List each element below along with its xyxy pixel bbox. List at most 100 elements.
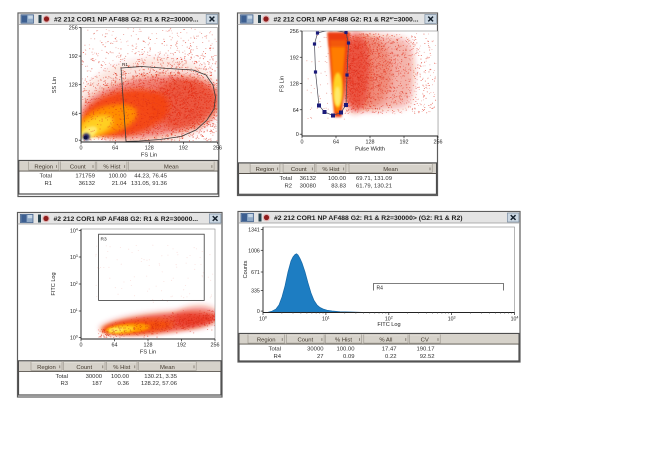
svg-text:671: 671 bbox=[251, 270, 260, 276]
svg-text:Count: Count bbox=[297, 338, 313, 344]
svg-text:128: 128 bbox=[144, 343, 153, 349]
svg-text:Count: Count bbox=[76, 365, 92, 371]
svg-text:187: 187 bbox=[92, 381, 102, 387]
svg-text:R4: R4 bbox=[273, 354, 281, 360]
svg-text:Total: Total bbox=[269, 347, 281, 353]
svg-text:% Hist: % Hist bbox=[113, 365, 130, 371]
svg-text:128: 128 bbox=[366, 140, 375, 146]
svg-text:0.09: 0.09 bbox=[343, 354, 354, 360]
svg-text:0: 0 bbox=[75, 138, 78, 144]
svg-text:Count: Count bbox=[291, 167, 307, 173]
svg-text:128: 128 bbox=[145, 146, 154, 152]
svg-text:FITC Log: FITC Log bbox=[377, 322, 400, 328]
svg-text:102: 102 bbox=[70, 281, 78, 288]
svg-text:% Hist: % Hist bbox=[322, 167, 339, 173]
svg-text:30000: 30000 bbox=[86, 374, 103, 380]
svg-text:% All: % All bbox=[379, 338, 392, 344]
svg-text:R1: R1 bbox=[122, 62, 128, 67]
svg-text:21.04: 21.04 bbox=[112, 181, 127, 187]
svg-text:256: 256 bbox=[434, 140, 443, 146]
svg-text:R3: R3 bbox=[60, 381, 68, 387]
svg-text:104: 104 bbox=[70, 228, 78, 235]
svg-text:83.83: 83.83 bbox=[331, 183, 346, 189]
svg-text:Total: Total bbox=[40, 174, 52, 180]
svg-text:64: 64 bbox=[72, 111, 78, 117]
svg-text:27: 27 bbox=[317, 354, 324, 360]
svg-text:104: 104 bbox=[511, 316, 519, 323]
svg-text:% Hist: % Hist bbox=[103, 165, 120, 171]
svg-text:Total: Total bbox=[56, 374, 68, 380]
svg-text:256: 256 bbox=[290, 29, 299, 35]
svg-text:Total: Total bbox=[280, 176, 292, 182]
svg-text:192: 192 bbox=[69, 54, 78, 60]
svg-text:102: 102 bbox=[385, 316, 393, 323]
svg-text:100: 100 bbox=[70, 335, 78, 342]
svg-text:0: 0 bbox=[80, 146, 83, 152]
svg-text:69.71, 131.09: 69.71, 131.09 bbox=[356, 176, 392, 182]
svg-text:0.36: 0.36 bbox=[118, 381, 130, 387]
svg-text:100.00: 100.00 bbox=[111, 374, 130, 380]
svg-text:SS Lin: SS Lin bbox=[52, 77, 58, 93]
svg-text:100.00: 100.00 bbox=[108, 174, 127, 180]
svg-text:FS Lin: FS Lin bbox=[140, 350, 156, 356]
svg-text:101: 101 bbox=[322, 316, 330, 323]
svg-text:36132: 36132 bbox=[79, 181, 95, 187]
svg-text:30000: 30000 bbox=[307, 347, 324, 353]
svg-text:R4: R4 bbox=[377, 286, 384, 292]
svg-text:128.22, 57.06: 128.22, 57.06 bbox=[141, 381, 178, 387]
svg-text:0: 0 bbox=[296, 132, 299, 138]
svg-text:FS Lin: FS Lin bbox=[280, 76, 286, 92]
svg-text:Region: Region bbox=[34, 165, 53, 171]
svg-text:100.00: 100.00 bbox=[328, 176, 347, 182]
svg-text:64: 64 bbox=[333, 140, 339, 146]
svg-text:100.00: 100.00 bbox=[336, 347, 355, 353]
svg-text:192: 192 bbox=[177, 343, 186, 349]
svg-text:0.22: 0.22 bbox=[385, 354, 396, 360]
svg-text:% Hist: % Hist bbox=[335, 338, 352, 344]
svg-text:64: 64 bbox=[112, 146, 118, 152]
svg-text:30080: 30080 bbox=[300, 183, 317, 189]
svg-text:Count: Count bbox=[70, 165, 86, 171]
svg-text:131.05, 91.36: 131.05, 91.36 bbox=[131, 181, 168, 187]
svg-text:192: 192 bbox=[290, 55, 299, 61]
svg-text:190.17: 190.17 bbox=[416, 347, 434, 353]
svg-text:R3: R3 bbox=[101, 237, 107, 243]
svg-text:100: 100 bbox=[259, 316, 267, 323]
svg-text:256: 256 bbox=[69, 26, 78, 32]
svg-text:CV: CV bbox=[421, 338, 429, 344]
svg-text:192: 192 bbox=[400, 140, 409, 146]
svg-text:171759: 171759 bbox=[75, 174, 95, 180]
svg-text:64: 64 bbox=[112, 343, 118, 349]
svg-text:#2 212 COR1 NP AF488 G2: R1 &: #2 212 COR1 NP AF488 G2: R1 & R2*'=3000.… bbox=[274, 16, 419, 23]
svg-text:61.79, 130.21: 61.79, 130.21 bbox=[356, 183, 392, 189]
svg-text:0: 0 bbox=[257, 309, 260, 315]
svg-text:Pulse Width: Pulse Width bbox=[355, 147, 385, 153]
svg-text:Mean: Mean bbox=[383, 167, 398, 173]
svg-text:103: 103 bbox=[448, 316, 456, 323]
svg-text:256: 256 bbox=[213, 146, 222, 152]
svg-text:#2 212 COR1 NP AF488 G2: R1 &: #2 212 COR1 NP AF488 G2: R1 & R2=30000> … bbox=[274, 215, 463, 222]
svg-text:1006: 1006 bbox=[248, 248, 260, 254]
svg-text:Mean: Mean bbox=[160, 365, 175, 371]
svg-text:101: 101 bbox=[70, 308, 78, 315]
svg-text:R2: R2 bbox=[284, 183, 292, 189]
svg-text:36132: 36132 bbox=[300, 176, 316, 182]
svg-text:0: 0 bbox=[301, 140, 304, 146]
svg-text:64: 64 bbox=[293, 108, 299, 114]
svg-text:Mean: Mean bbox=[164, 165, 179, 171]
svg-text:R1: R1 bbox=[44, 181, 52, 187]
svg-text:0: 0 bbox=[80, 343, 83, 349]
svg-text:Region: Region bbox=[257, 338, 276, 344]
svg-text:256: 256 bbox=[211, 343, 220, 349]
svg-text:103: 103 bbox=[70, 254, 78, 261]
svg-text:FS Lin: FS Lin bbox=[141, 153, 157, 159]
svg-text:FITC Log: FITC Log bbox=[51, 272, 57, 295]
svg-text:Region: Region bbox=[256, 167, 275, 173]
svg-text:128: 128 bbox=[290, 82, 299, 88]
svg-text:#2 212 COR1 NP AF488 G2: R1 &: #2 212 COR1 NP AF488 G2: R1 & R2=30000..… bbox=[54, 216, 199, 223]
svg-text:Counts: Counts bbox=[243, 260, 249, 278]
svg-text:192: 192 bbox=[179, 146, 188, 152]
svg-text:128: 128 bbox=[69, 83, 78, 89]
svg-text:335: 335 bbox=[251, 289, 260, 295]
svg-text:92.52: 92.52 bbox=[420, 354, 435, 360]
